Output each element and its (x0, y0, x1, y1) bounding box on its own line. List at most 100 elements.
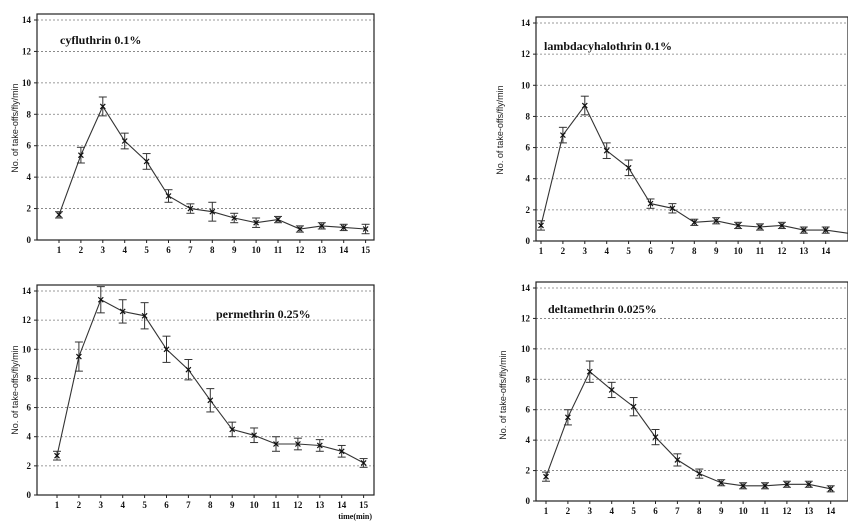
x-tick-label: 3 (101, 245, 106, 255)
x-tick-label: 10 (739, 506, 749, 516)
data-point (629, 397, 638, 417)
x-tick-label: 13 (799, 246, 809, 256)
series-line (545, 370, 831, 490)
data-point (777, 221, 786, 230)
x-tick-label: 4 (122, 245, 127, 255)
y-tick-label: 12 (22, 46, 32, 56)
y-axis-label: No. of take-offs/fly/min (10, 83, 20, 172)
data-point (142, 153, 151, 170)
x-tick-label: 1 (55, 500, 60, 510)
data-point (76, 146, 85, 164)
x-tick-label: 11 (272, 500, 281, 510)
data-point (295, 225, 304, 233)
data-point (184, 358, 193, 381)
chart-title: permethrin 0.25% (216, 307, 311, 321)
y-tick-label: 0 (526, 496, 531, 506)
plot-frame (36, 284, 375, 496)
data-point (602, 142, 611, 159)
data-point (359, 458, 368, 468)
x-tick-label: 7 (675, 506, 680, 516)
x-tick-label: 9 (714, 246, 719, 256)
x-tick-label: 2 (79, 245, 84, 255)
y-tick-label: 2 (526, 205, 531, 215)
data-point (96, 286, 105, 314)
data-point (53, 450, 61, 461)
x-tick-label: 2 (561, 246, 566, 256)
data-point (756, 223, 764, 231)
y-tick-label: 0 (27, 235, 32, 245)
y-tick-label: 6 (526, 143, 531, 153)
data-point (118, 299, 127, 324)
x-tick-label: 14 (337, 500, 347, 510)
data-point (804, 480, 813, 488)
y-tick-label: 8 (27, 109, 32, 119)
chart-title: lambdacyhalothrin 0.1% (544, 39, 672, 53)
y-axis-label: No. of take-offs/fly/min (495, 85, 505, 174)
y-tick-label: 14 (521, 18, 531, 28)
y-tick-label: 8 (526, 111, 531, 121)
chart-title: deltamethrin 0.025% (548, 302, 657, 316)
data-point (120, 132, 129, 150)
data-point (668, 203, 677, 214)
x-tick-label: 14 (339, 245, 349, 255)
data-point (580, 95, 589, 116)
data-point (140, 302, 149, 330)
x-tick-label: 4 (604, 246, 609, 256)
data-point (55, 211, 63, 219)
data-point (542, 471, 550, 482)
x-tick-label: 8 (692, 246, 697, 256)
data-point (274, 215, 282, 224)
x-tick-label: 7 (186, 500, 191, 510)
x-tick-label: 11 (761, 506, 770, 516)
data-point (739, 482, 748, 490)
y-tick-label: 0 (27, 490, 32, 500)
data-point (164, 189, 173, 203)
x-tick-label: 3 (583, 246, 588, 256)
data-point (250, 427, 259, 444)
x-tick-label: 1 (57, 245, 62, 255)
x-tick-label: 12 (293, 500, 303, 510)
x-tick-label: 9 (230, 500, 235, 510)
data-point (315, 439, 324, 452)
x-tick-label: 12 (782, 506, 792, 516)
y-tick-label: 14 (521, 283, 531, 293)
data-point (782, 480, 791, 488)
y-tick-label: 14 (22, 286, 32, 296)
y-tick-label: 8 (526, 374, 531, 384)
data-point (208, 201, 217, 222)
data-point (272, 436, 280, 452)
x-tick-label: 5 (631, 506, 636, 516)
data-point (646, 198, 655, 209)
x-tick-label: 2 (77, 500, 82, 510)
data-point (361, 223, 370, 235)
data-point (537, 220, 545, 231)
x-tick-label: 3 (588, 506, 593, 516)
y-tick-label: 4 (27, 432, 32, 442)
x-tick-label: 13 (317, 245, 327, 255)
data-point (230, 212, 239, 224)
x-tick-label: 4 (120, 500, 125, 510)
x-tick-label: 10 (252, 245, 262, 255)
data-point (337, 444, 346, 458)
x-tick-label: 15 (361, 245, 371, 255)
y-tick-label: 2 (27, 204, 32, 214)
data-point (651, 428, 660, 446)
data-point (607, 381, 616, 399)
x-tick-label: 12 (777, 246, 787, 256)
data-point (317, 222, 326, 230)
x-tick-label: 5 (144, 245, 149, 255)
x-tick-label: 6 (653, 506, 658, 516)
data-point (712, 217, 721, 225)
series-line (540, 104, 848, 234)
data-point (186, 203, 195, 214)
x-tick-label: 13 (804, 506, 814, 516)
data-point (206, 388, 215, 413)
y-tick-label: 6 (526, 405, 531, 415)
data-point (228, 421, 237, 438)
data-point (761, 482, 769, 490)
data-point (690, 218, 699, 226)
chart-title: cyfluthrin 0.1% (60, 33, 141, 47)
